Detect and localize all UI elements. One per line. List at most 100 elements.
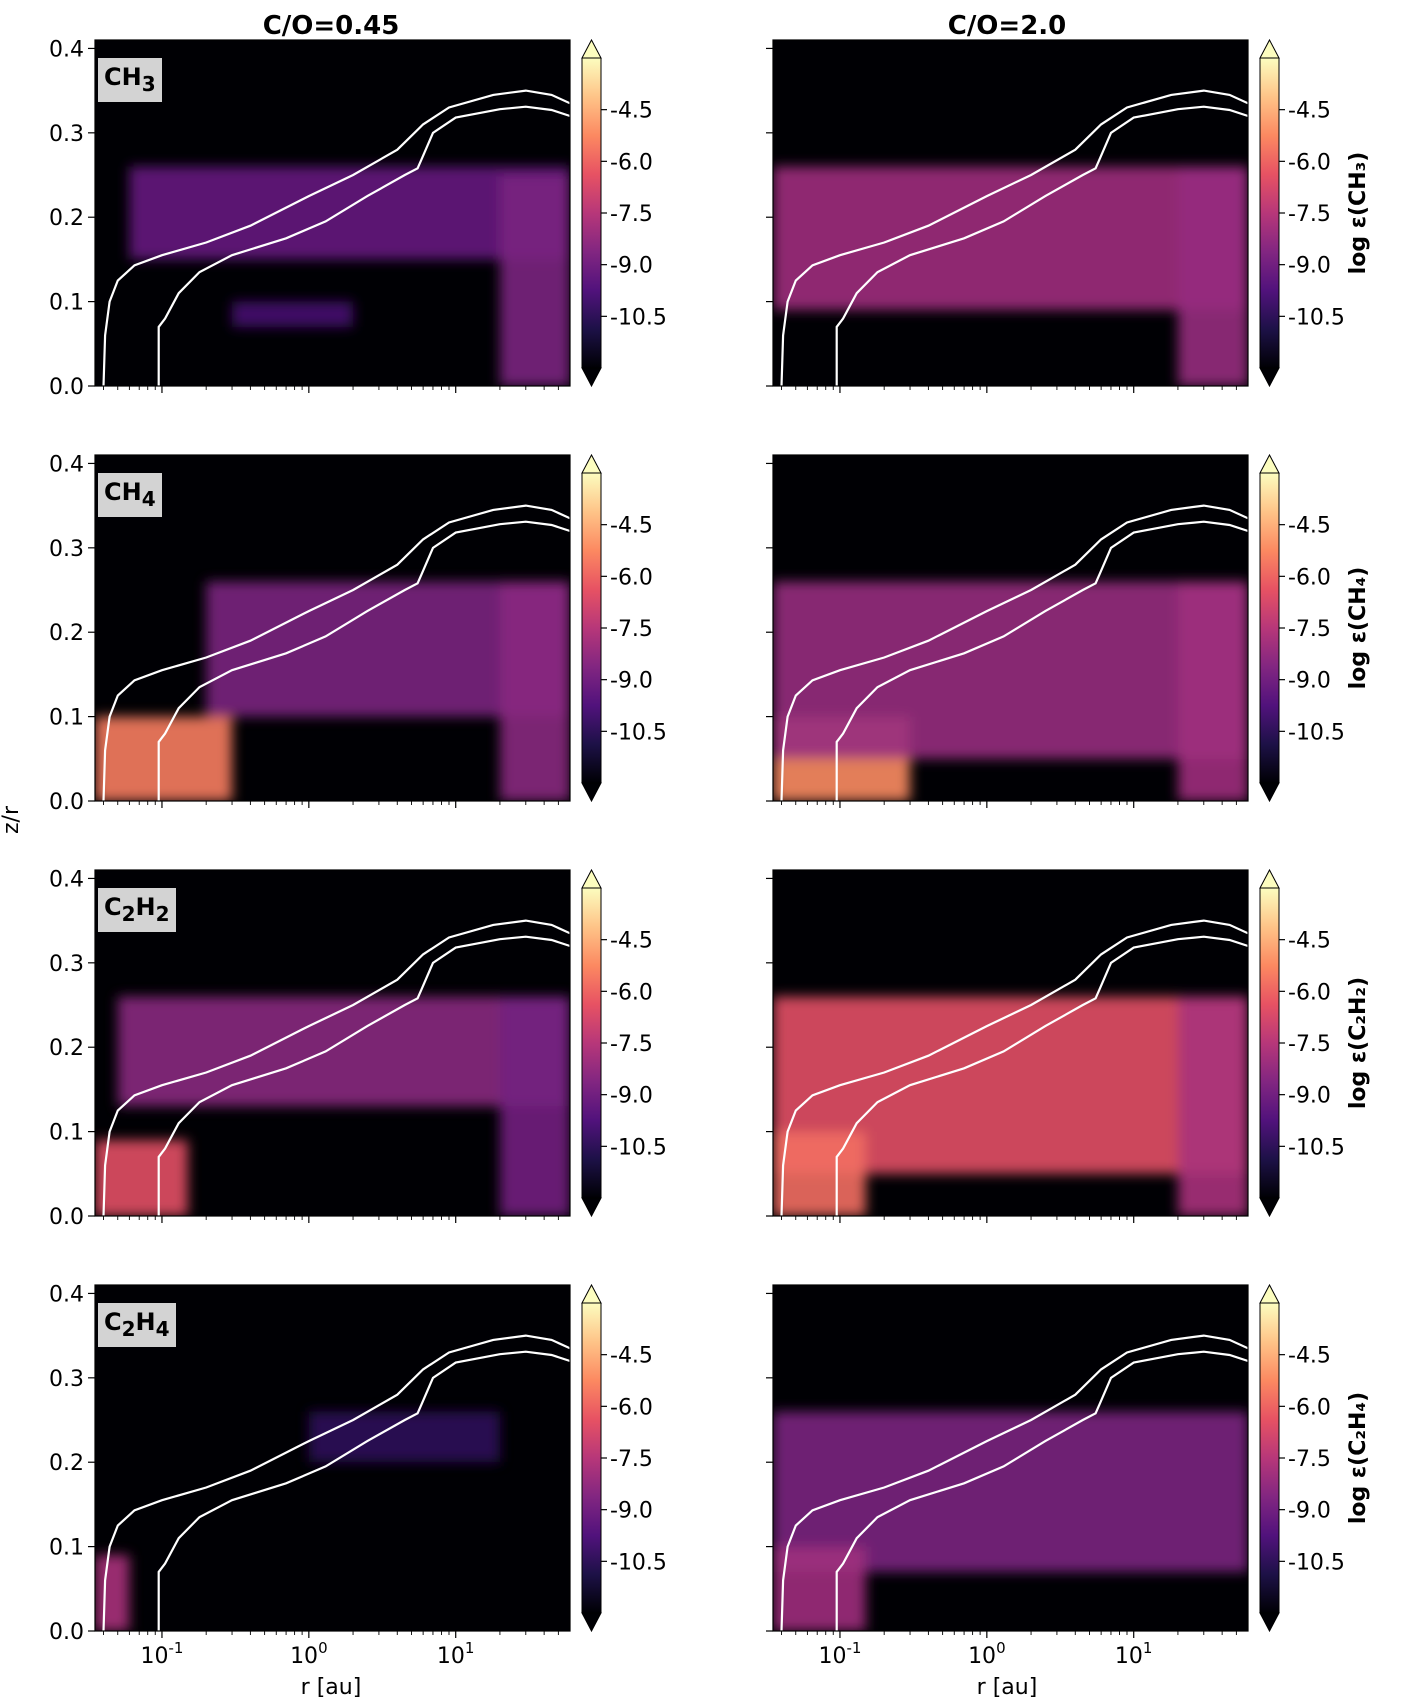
colorbar-tick-label: -4.5 [610,1344,653,1369]
abundance-region-inner-midplane [95,1555,130,1631]
abundance-region-outer-disk-edge [1177,166,1248,386]
colorbar-gradient [1260,1303,1279,1613]
axes-frame [772,39,1249,387]
contour-inner [157,105,570,386]
y-tick-label: 0.2 [49,206,84,231]
colorbar-gradient [582,473,601,783]
colorbar-tick-label: -9.0 [610,254,653,279]
contour-inner [157,935,570,1216]
y-tick-label: 0.0 [49,1620,84,1645]
x-axis-label-right: r [au] [977,1675,1038,1698]
contour-inner [835,520,1248,801]
colorbar-gradient [1260,58,1279,368]
colorbar-extend-max [581,453,602,474]
colorbar: -4.5 -6.0 -7.5 -9.0 -10.5 [581,38,667,388]
colorbar-extend-min [581,782,602,803]
y-tick-label: 0.3 [49,122,84,147]
colorbar-tick-label: -10.5 [610,1135,667,1160]
colorbar-extend-max [1259,1283,1280,1304]
abundance-region-outer-disk-edge [499,175,570,386]
abundance-region-outer-disk-edge [499,996,570,1216]
colorbar-tick-label: -9.0 [610,669,653,694]
y-tick-label: 0.1 [49,1121,84,1146]
axes-frame [94,39,571,387]
colorbar-tick-label: -9.0 [1288,1084,1331,1109]
contour-outer [102,504,570,801]
abundance-region-warm-layer [117,996,570,1107]
contour-outer [102,89,570,386]
panel-c2h2-col1: -4.5 -6.0 -7.5 -9.0 -10.5 log ε(C₂H₂) [766,868,1371,1223]
species-label-text: C2H2 [98,888,176,932]
colorbar-tick-label: -4.5 [1288,99,1331,124]
colorbar-gradient [582,1303,601,1613]
column-title-left: C/O=0.45 [263,11,400,41]
colorbar-tick-label: -10.5 [610,305,667,330]
y-tick-label: 0.3 [49,952,84,977]
colorbar-tick-label: -7.5 [610,617,653,642]
abundance-region-inner-midplane [95,1140,188,1216]
colorbar-tick-label: -9.0 [1288,254,1331,279]
species-label: C2H4 [98,1303,176,1347]
panel-ch4-col1: -4.5 -6.0 -7.5 -9.0 -10.5 log ε(CH₄) [766,453,1371,808]
panel-ch3-col0: 0.0 0.1 0.2 0.3 0.4 CH3 -4.5 -6.0 -7.5 -9.0 -10.5 [49,37,667,400]
abundance-region-outer-disk-edge [1177,581,1248,801]
colorbar-extend-max [581,868,602,889]
colorbar-tick-label: -4.5 [610,514,653,539]
abundance-region-inner-midplane [773,1546,866,1631]
y-tick-label: 0.2 [49,621,84,646]
y-tick-label: 0.2 [49,1036,84,1061]
y-tick-label: 0.4 [49,452,84,477]
colorbar-extend-min [1259,367,1280,388]
y-tick-label: 0.0 [49,790,84,815]
colorbar-tick-label: -9.0 [610,1084,653,1109]
x-tick-label: 10-1 [140,1639,183,1669]
colorbar-label: log ε(C₂H₄) [1346,1392,1371,1524]
colorbar-tick-label: -10.5 [1288,305,1345,330]
colorbar-label: log ε(CH₃) [1346,152,1371,275]
colorbar-tick-label: -4.5 [610,99,653,124]
abundance-region-mid-layer-streak [232,301,354,327]
contour-inner [835,1350,1248,1631]
colorbar-tick-label: -9.0 [1288,669,1331,694]
colorbar: -4.5 -6.0 -7.5 -9.0 -10.5 [581,868,667,1218]
abundance-region-inner-midplane [95,716,233,801]
colorbar-extend-min [1259,1612,1280,1633]
colorbar-tick-label: -7.5 [1288,1447,1331,1472]
x-tick-label: 101 [437,1639,475,1669]
y-tick-label: 0.3 [49,537,84,562]
y-tick-label: 0.0 [49,375,84,400]
colorbar-tick-label: -6.0 [610,565,653,590]
colorbar-tick-label: -4.5 [1288,1344,1331,1369]
contour-inner [835,935,1248,1216]
abundance-region-warm-molecular-layer [773,166,1248,311]
colorbar-extend-min [1259,1197,1280,1218]
colorbar-label: log ε(CH₄) [1346,567,1371,690]
colorbar-tick-label: -4.5 [610,929,653,954]
colorbar-gradient [582,58,601,368]
colorbar-tick-label: -7.5 [610,202,653,227]
colorbar-tick-label: -7.5 [610,1447,653,1472]
colorbar-tick-label: -9.0 [1288,1499,1331,1524]
colorbar: -4.5 -6.0 -7.5 -9.0 -10.5 log ε(CH₄) [1259,453,1371,803]
colorbar-tick-label: -10.5 [610,720,667,745]
colorbar: -4.5 -6.0 -7.5 -9.0 -10.5 log ε(C₂H₂) [1259,868,1371,1218]
panel-ch4-col0: 0.0 0.1 0.2 0.3 0.4 CH4 -4.5 -6.0 -7.5 -9.0 -10.5 [49,452,667,815]
y-tick-label: 0.4 [49,1282,84,1307]
x-axis-label-left: r [au] [301,1675,362,1698]
colorbar-extend-max [1259,38,1280,59]
species-label-text: CH4 [98,473,162,517]
colorbar-extend-max [581,1283,602,1304]
axes-frame [772,869,1249,1217]
colorbar-extend-max [1259,868,1280,889]
colorbar-extend-min [581,1197,602,1218]
abundance-region-inner-midplane [773,1131,866,1216]
colorbar-tick-label: -10.5 [1288,1135,1345,1160]
contour-inner [157,1350,570,1631]
colorbar-tick-label: -10.5 [1288,720,1345,745]
colorbar: -4.5 -6.0 -7.5 -9.0 -10.5 [581,1283,667,1633]
colorbar-gradient [1260,473,1279,783]
panel-grid: 0.00.10.20.30.4CH3-4.5-6.0-7.5-9.0-10.5-… [49,37,1371,1669]
colorbar-extend-max [1259,453,1280,474]
axes-frame [772,454,1249,802]
